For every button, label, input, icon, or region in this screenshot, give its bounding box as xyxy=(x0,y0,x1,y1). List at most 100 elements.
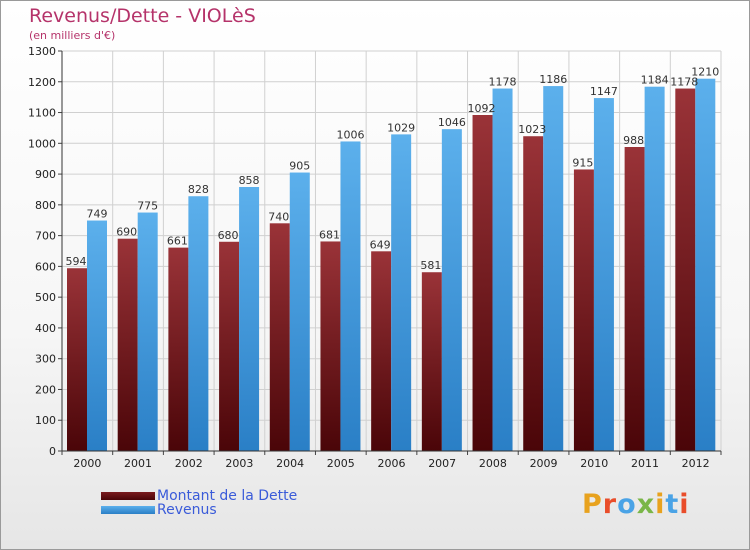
legend-swatch-revenue xyxy=(101,506,155,514)
bar-debt-2003 xyxy=(219,241,240,451)
x-tick-label-2005: 2005 xyxy=(327,457,355,470)
bar-revenue-2009 xyxy=(543,86,564,452)
value-label-debt-2000: 594 xyxy=(66,255,87,268)
bar-debt-2001 xyxy=(117,238,138,451)
bar-debt-2007 xyxy=(421,272,442,451)
value-label-debt-2011: 988 xyxy=(623,134,644,147)
value-label-debt-2002: 661 xyxy=(167,235,188,248)
y-tick-label: 1000 xyxy=(28,137,56,150)
y-tick-label: 500 xyxy=(35,291,56,304)
bar-revenue-2000 xyxy=(87,220,107,451)
y-tick-label: 1200 xyxy=(28,76,56,89)
value-label-debt-2010: 915 xyxy=(572,156,593,169)
y-tick-label: 600 xyxy=(35,260,56,273)
x-tick-label-2008: 2008 xyxy=(479,457,507,470)
value-label-debt-2008: 1092 xyxy=(468,102,496,115)
value-label-debt-2006: 649 xyxy=(370,238,391,251)
x-tick-label-2004: 2004 xyxy=(276,457,304,470)
chart-subtitle: (en milliers d'€) xyxy=(29,29,116,42)
legend-label-revenue: Revenus xyxy=(157,502,217,518)
value-label-revenue-2001: 775 xyxy=(137,200,158,213)
logo-letter: o xyxy=(617,489,637,520)
y-tick-label: 1100 xyxy=(28,107,56,120)
axes: 0 100 200 300 400 500 600 700 800 900 1000 1100 1200… xyxy=(28,45,722,470)
legend-item-debt: Montant de la Dette xyxy=(101,488,297,504)
x-tick-label-2001: 2001 xyxy=(124,457,152,470)
value-label-revenue-2006: 1029 xyxy=(387,121,415,134)
y-tick-label: 200 xyxy=(35,383,56,396)
value-label-debt-2009: 1023 xyxy=(518,123,546,136)
bars xyxy=(67,78,716,452)
bar-debt-2008 xyxy=(472,115,493,451)
bar-debt-2009 xyxy=(523,136,544,451)
bar-revenue-2011 xyxy=(644,86,665,451)
x-tick-label-2003: 2003 xyxy=(225,457,253,470)
x-tick-label-2011: 2011 xyxy=(631,457,659,470)
bar-debt-2010 xyxy=(573,169,594,451)
x-tick-label-2007: 2007 xyxy=(428,457,456,470)
y-tick-label: 0 xyxy=(49,445,56,458)
y-tick-label: 400 xyxy=(35,322,56,335)
value-label-revenue-2005: 1006 xyxy=(336,128,364,141)
x-tick-label-2002: 2002 xyxy=(175,457,203,470)
value-label-revenue-2002: 828 xyxy=(188,183,209,196)
value-label-revenue-2008: 1178 xyxy=(489,76,517,89)
y-tick-label: 900 xyxy=(35,168,56,181)
logo-letter: x xyxy=(636,489,656,520)
bar-debt-2011 xyxy=(624,147,645,451)
value-label-debt-2007: 581 xyxy=(420,259,441,272)
bar-revenue-2008 xyxy=(492,88,513,452)
chart-title: Revenus/Dette - VIOLèS xyxy=(29,5,256,27)
bar-debt-2005 xyxy=(320,241,341,451)
x-tick-label-2009: 2009 xyxy=(530,457,558,470)
value-label-revenue-2011: 1184 xyxy=(641,74,669,87)
value-label-revenue-2003: 858 xyxy=(239,174,260,187)
logo-letter: r xyxy=(602,489,618,520)
bar-revenue-2003 xyxy=(239,187,260,451)
value-label-revenue-2000: 749 xyxy=(87,208,108,221)
bar-revenue-2010 xyxy=(593,98,614,452)
bar-debt-2002 xyxy=(168,247,189,451)
x-tick-label-2010: 2010 xyxy=(580,457,608,470)
x-tick-label-2000: 2000 xyxy=(73,457,101,470)
logo-letter: i xyxy=(655,489,666,520)
bar-debt-2006 xyxy=(371,251,392,451)
y-tick-label: 300 xyxy=(35,353,56,366)
bar-debt-2004 xyxy=(269,223,290,451)
value-label-debt-2001: 690 xyxy=(116,226,137,239)
value-label-revenue-2004: 905 xyxy=(289,160,310,173)
bar-revenue-2004 xyxy=(289,172,310,452)
value-label-revenue-2007: 1046 xyxy=(438,116,466,129)
logo-letter: P xyxy=(582,489,603,520)
bar-revenue-2006 xyxy=(391,134,412,451)
x-tick-label-2006: 2006 xyxy=(378,457,406,470)
value-label-debt-2003: 680 xyxy=(218,229,239,242)
value-label-revenue-2012: 1210 xyxy=(691,66,719,79)
value-label-debt-2004: 740 xyxy=(268,210,289,223)
legend-label-debt: Montant de la Dette xyxy=(157,488,298,504)
value-label-debt-2005: 681 xyxy=(319,228,340,241)
bar-debt-2000 xyxy=(67,268,87,451)
value-label-revenue-2009: 1186 xyxy=(539,73,567,86)
bar-revenue-2007 xyxy=(441,129,462,451)
x-tick-label-2012: 2012 xyxy=(682,457,710,470)
y-tick-label: 1300 xyxy=(28,45,56,58)
legend-item-revenue: Revenus xyxy=(101,502,217,518)
bar-revenue-2012 xyxy=(695,78,716,451)
value-label-revenue-2010: 1147 xyxy=(590,85,618,98)
proxiti-logo: Proxiti xyxy=(582,489,690,520)
logo-letter: i xyxy=(679,489,690,520)
bar-revenue-2005 xyxy=(340,141,361,451)
bar-revenue-2001 xyxy=(137,212,158,451)
bar-revenue-2002 xyxy=(188,196,209,451)
y-tick-label: 800 xyxy=(35,199,56,212)
logo-letter: t xyxy=(665,489,680,520)
y-tick-label: 100 xyxy=(35,414,56,427)
bar-debt-2012 xyxy=(675,88,696,452)
y-tick-label: 700 xyxy=(35,230,56,243)
value-label-debt-2012: 1178 xyxy=(670,76,698,89)
legend-swatch-debt xyxy=(101,492,155,500)
